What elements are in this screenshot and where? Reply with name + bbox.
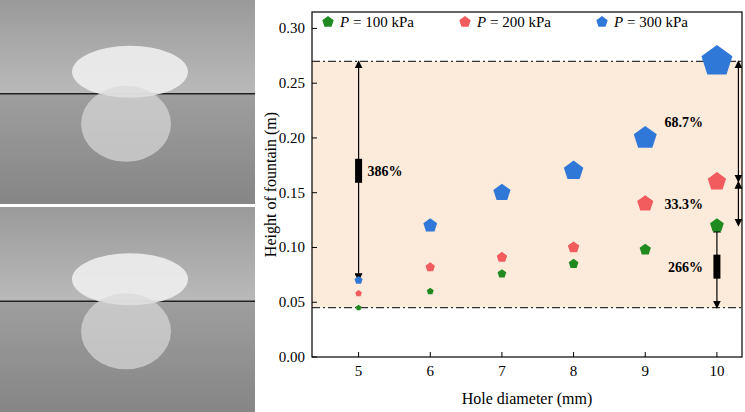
annotation-label: 266%	[668, 260, 703, 275]
data-point	[640, 244, 651, 255]
data-point	[701, 45, 732, 74]
annotation-bar	[713, 255, 720, 279]
legend-label-part: P	[339, 14, 349, 30]
annotation-bar	[355, 159, 362, 183]
plot-area	[312, 45, 742, 310]
data-point	[498, 269, 507, 277]
y-tick	[312, 302, 317, 303]
data-point	[356, 305, 362, 310]
reference-line	[312, 61, 742, 62]
data-point	[493, 184, 510, 200]
x-tick-label: 7	[498, 363, 506, 379]
plot-frame	[312, 12, 742, 357]
x-tick	[501, 352, 502, 357]
y-tick-label: 0.10	[279, 239, 305, 255]
x-tick	[716, 352, 717, 357]
legend: P = 100 kPaP = 200 kPaP = 300 kPa	[322, 14, 688, 30]
y-tick-label: 0.00	[279, 349, 305, 365]
y-tick-label: 0.30	[279, 20, 305, 36]
data-point	[708, 172, 726, 189]
series	[356, 218, 724, 310]
annotation-arrow	[738, 182, 739, 226]
legend-label-part: = 200 kPa	[486, 14, 551, 30]
y-tick	[312, 137, 317, 138]
y-tick-label: 0.15	[279, 185, 305, 201]
legend-marker	[322, 16, 333, 27]
series	[355, 172, 726, 296]
x-tick-label: 5	[355, 363, 363, 379]
x-tick-label: 9	[642, 363, 650, 379]
y-tick	[312, 247, 317, 248]
data-point	[637, 195, 653, 210]
data-point	[634, 126, 657, 148]
y-tick-label: 0.20	[279, 130, 305, 146]
y-tick	[312, 28, 317, 29]
reference-line	[312, 307, 742, 308]
legend-label: P = 300 kPa	[613, 14, 688, 30]
photo	[0, 207, 255, 412]
data-point	[355, 290, 362, 296]
annotations: 386% 68.7% 33.3% 266%	[368, 115, 703, 275]
legend-marker	[459, 16, 470, 27]
photo-bubbles	[81, 293, 171, 369]
y-tick-label: 0.05	[279, 294, 305, 310]
y-tick	[312, 192, 317, 193]
legend-label-part: = 100 kPa	[349, 14, 414, 30]
x-tick	[358, 352, 359, 357]
photo	[0, 0, 255, 204]
legend-label: P = 100 kPa	[339, 14, 414, 30]
annotation-label: 68.7%	[664, 115, 703, 130]
data-point	[423, 218, 437, 231]
x-axis-title: Hole diameter (mm)	[462, 390, 593, 408]
y-tick-label: 0.25	[279, 75, 305, 91]
x-tick-label: 8	[570, 363, 578, 379]
data-point	[569, 259, 579, 268]
data-point	[568, 241, 579, 252]
photo-bubbles	[81, 86, 171, 162]
x-tick	[573, 352, 574, 357]
legend-label-part: P	[613, 14, 623, 30]
data-point	[426, 262, 435, 271]
x-tick	[645, 352, 646, 357]
y-axis-title: Height of fountain (m)	[262, 112, 280, 257]
legend-label: P = 200 kPa	[476, 14, 551, 30]
legend-marker	[596, 16, 607, 27]
annotation-label: 33.3%	[664, 197, 703, 212]
legend-label-part: = 300 kPa	[623, 14, 688, 30]
x-tick-label: 6	[427, 363, 435, 379]
data-point	[355, 276, 363, 284]
y-tick	[312, 83, 317, 84]
highlight-band	[312, 61, 742, 307]
data-point	[710, 218, 724, 231]
data-point	[564, 161, 584, 180]
data-point	[427, 288, 434, 295]
series	[355, 45, 733, 284]
data-point	[497, 252, 507, 262]
annotation-arrow	[738, 61, 739, 181]
y-tick	[312, 357, 317, 358]
x-tick	[430, 352, 431, 357]
legend-label-part: P	[476, 14, 486, 30]
annotation-label: 386%	[368, 164, 403, 179]
x-tick-label: 10	[709, 363, 724, 379]
